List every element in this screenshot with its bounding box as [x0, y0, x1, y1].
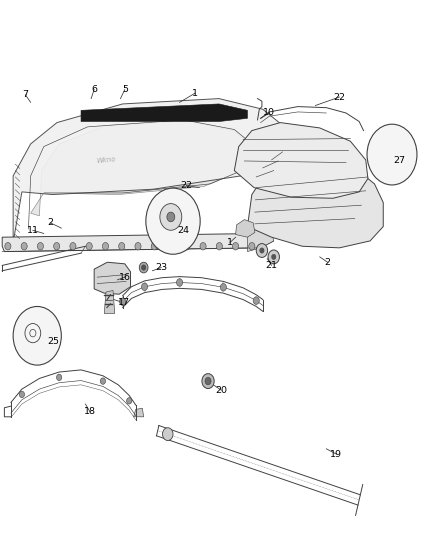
- Text: 22: 22: [180, 181, 192, 190]
- Circle shape: [249, 243, 255, 250]
- Circle shape: [162, 427, 173, 440]
- Polygon shape: [373, 148, 402, 161]
- Text: 21: 21: [265, 261, 278, 270]
- Circle shape: [119, 243, 125, 250]
- Text: 11: 11: [27, 226, 39, 235]
- Circle shape: [167, 212, 175, 222]
- Circle shape: [5, 243, 11, 250]
- Polygon shape: [13, 99, 283, 243]
- Circle shape: [102, 243, 109, 250]
- Text: 1: 1: [227, 238, 233, 247]
- Circle shape: [151, 243, 157, 250]
- Circle shape: [146, 188, 200, 254]
- Text: 24: 24: [177, 226, 189, 235]
- Text: 2: 2: [47, 219, 53, 227]
- Circle shape: [202, 374, 214, 389]
- Text: 25: 25: [47, 337, 60, 345]
- Circle shape: [177, 279, 183, 286]
- Text: 20: 20: [215, 386, 227, 394]
- Text: 16: 16: [119, 273, 131, 281]
- Circle shape: [57, 374, 62, 381]
- Circle shape: [272, 254, 276, 260]
- Circle shape: [135, 243, 141, 250]
- Text: 22: 22: [333, 93, 346, 101]
- Circle shape: [205, 377, 211, 385]
- Circle shape: [37, 243, 43, 250]
- Circle shape: [86, 243, 92, 250]
- Circle shape: [19, 391, 25, 398]
- Circle shape: [70, 243, 76, 250]
- Circle shape: [139, 262, 148, 273]
- Polygon shape: [234, 123, 368, 198]
- Circle shape: [53, 243, 60, 250]
- Polygon shape: [247, 228, 274, 252]
- Circle shape: [21, 243, 27, 250]
- Polygon shape: [256, 181, 283, 198]
- Circle shape: [367, 124, 417, 185]
- Polygon shape: [2, 233, 274, 252]
- Circle shape: [220, 284, 226, 291]
- Circle shape: [13, 306, 61, 365]
- Circle shape: [184, 243, 190, 250]
- Polygon shape: [247, 160, 383, 248]
- Text: 10: 10: [263, 109, 276, 117]
- Circle shape: [233, 243, 239, 250]
- Polygon shape: [31, 121, 251, 216]
- Text: 18: 18: [84, 407, 96, 416]
- Polygon shape: [81, 104, 247, 122]
- Circle shape: [160, 204, 182, 230]
- Polygon shape: [94, 262, 131, 294]
- Polygon shape: [134, 408, 144, 417]
- Circle shape: [268, 250, 279, 264]
- Polygon shape: [104, 290, 115, 313]
- Circle shape: [100, 378, 106, 384]
- Text: 7: 7: [22, 91, 28, 99]
- Circle shape: [141, 283, 148, 290]
- Text: 23: 23: [155, 263, 167, 272]
- Circle shape: [260, 248, 264, 253]
- Circle shape: [216, 243, 223, 250]
- Text: 5: 5: [122, 85, 128, 94]
- Circle shape: [167, 243, 173, 250]
- Text: Wkno: Wkno: [96, 156, 117, 164]
- Circle shape: [200, 243, 206, 250]
- Text: 6: 6: [91, 85, 97, 94]
- Circle shape: [256, 244, 268, 257]
- Circle shape: [141, 265, 146, 270]
- Text: 19: 19: [330, 450, 343, 458]
- Circle shape: [127, 398, 132, 404]
- Text: 17: 17: [117, 298, 130, 307]
- Text: 2: 2: [325, 258, 331, 266]
- Text: 27: 27: [393, 157, 406, 165]
- Circle shape: [253, 297, 259, 304]
- Polygon shape: [236, 220, 255, 237]
- Text: 1: 1: [192, 89, 198, 98]
- Circle shape: [120, 298, 126, 305]
